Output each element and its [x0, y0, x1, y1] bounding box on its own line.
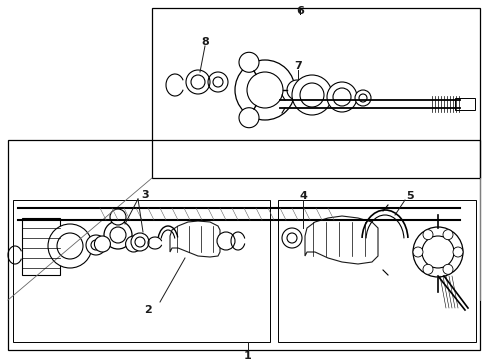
- Text: 7: 7: [294, 61, 302, 71]
- Circle shape: [292, 75, 332, 115]
- Circle shape: [48, 224, 92, 268]
- Text: 6: 6: [296, 6, 304, 16]
- Circle shape: [104, 221, 132, 249]
- Text: 1: 1: [244, 351, 252, 360]
- Circle shape: [282, 228, 302, 248]
- Circle shape: [239, 52, 259, 72]
- Bar: [13, 200, 270, 342]
- Circle shape: [287, 80, 307, 100]
- Circle shape: [443, 230, 453, 240]
- Bar: [22, 218, 60, 275]
- Circle shape: [413, 247, 423, 257]
- Circle shape: [235, 60, 295, 120]
- Text: 8: 8: [201, 37, 209, 47]
- Circle shape: [453, 247, 463, 257]
- Bar: [455, 98, 475, 110]
- Circle shape: [217, 232, 235, 250]
- Text: 3: 3: [141, 190, 149, 200]
- Bar: [152, 8, 480, 178]
- Circle shape: [327, 82, 357, 112]
- Circle shape: [423, 264, 433, 274]
- Circle shape: [95, 236, 110, 252]
- Circle shape: [423, 230, 433, 240]
- Text: 2: 2: [144, 305, 152, 315]
- Circle shape: [86, 235, 106, 255]
- Circle shape: [125, 236, 142, 252]
- Polygon shape: [170, 221, 220, 257]
- Circle shape: [110, 209, 126, 225]
- Text: 5: 5: [406, 191, 414, 201]
- Circle shape: [413, 227, 463, 277]
- Circle shape: [355, 90, 371, 106]
- Polygon shape: [305, 216, 378, 264]
- Text: 4: 4: [299, 191, 307, 201]
- Circle shape: [131, 233, 149, 251]
- Circle shape: [239, 108, 259, 128]
- Bar: [278, 200, 476, 342]
- Bar: [8, 140, 480, 350]
- Circle shape: [443, 264, 453, 274]
